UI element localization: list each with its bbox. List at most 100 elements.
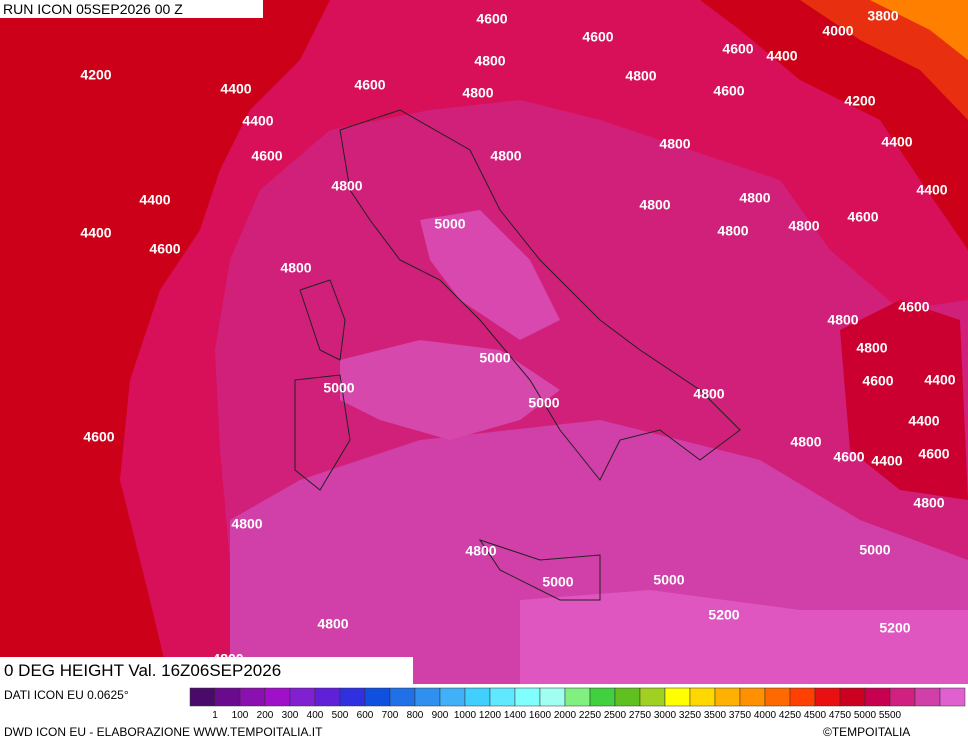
legend-label: 4000 bbox=[754, 710, 777, 721]
legend-swatch bbox=[189, 687, 216, 707]
contour-label: 4800 bbox=[280, 260, 311, 276]
contour-label: 4400 bbox=[916, 182, 947, 198]
islands-outline bbox=[294, 279, 351, 491]
title-box bbox=[0, 657, 413, 684]
contour-label: 4600 bbox=[476, 11, 507, 27]
contour-label: 4200 bbox=[80, 67, 111, 83]
contour-label: 4200 bbox=[844, 93, 875, 109]
legend-label: 700 bbox=[382, 710, 399, 721]
legend-label: 5000 bbox=[854, 710, 877, 721]
contour-label: 4400 bbox=[139, 192, 170, 208]
legend-swatch bbox=[614, 687, 641, 707]
contour-label: 4800 bbox=[856, 340, 887, 356]
contour-label: 4800 bbox=[739, 190, 770, 206]
legend-swatch bbox=[414, 687, 441, 707]
legend-swatch bbox=[939, 687, 966, 707]
legend-label: 500 bbox=[332, 710, 349, 721]
legend-label: 800 bbox=[407, 710, 424, 721]
contour-label: 4400 bbox=[766, 48, 797, 64]
contour-label: 4400 bbox=[908, 413, 939, 429]
italy-outline bbox=[339, 109, 741, 481]
contour-label: 4600 bbox=[354, 77, 385, 93]
legend-swatch bbox=[739, 687, 766, 707]
contour-label: 4800 bbox=[465, 543, 496, 559]
legend-label: 1000 bbox=[454, 710, 477, 721]
sicily-outline bbox=[478, 539, 601, 601]
contour-label: 4800 bbox=[490, 148, 521, 164]
legend-label: 100 bbox=[232, 710, 249, 721]
legend-swatch bbox=[289, 687, 316, 707]
contour-label: 4600 bbox=[898, 299, 929, 315]
legend-swatch bbox=[339, 687, 366, 707]
contour-label: 5000 bbox=[479, 350, 510, 366]
contour-label: 5000 bbox=[434, 216, 465, 232]
contour-label: 4800 bbox=[331, 178, 362, 194]
contour-label: 4800 bbox=[639, 197, 670, 213]
contour-label: 5200 bbox=[879, 620, 910, 636]
legend-swatch bbox=[664, 687, 691, 707]
legend-label: 200 bbox=[257, 710, 274, 721]
legend-label: 4750 bbox=[829, 710, 852, 721]
legend-swatch bbox=[889, 687, 916, 707]
contour-label: 4400 bbox=[220, 81, 251, 97]
run-box bbox=[0, 0, 263, 18]
legend-label: 1400 bbox=[504, 710, 527, 721]
map bbox=[0, 0, 968, 684]
contour-label: 4600 bbox=[251, 148, 282, 164]
contour-label: 4600 bbox=[149, 241, 180, 257]
contour-label: 4600 bbox=[862, 373, 893, 389]
legend-swatch bbox=[564, 687, 591, 707]
contour-label: 4800 bbox=[717, 223, 748, 239]
legend: 1 100 200 300 400 500 600 700 800 900 1000 1200 1400… bbox=[189, 687, 966, 721]
contour-label: 4800 bbox=[790, 434, 821, 450]
contour-label: 4400 bbox=[871, 453, 902, 469]
legend-swatch bbox=[864, 687, 891, 707]
field-5000-central bbox=[420, 210, 560, 340]
contour-label: 5000 bbox=[323, 380, 354, 396]
contour-label: 4800 bbox=[659, 136, 690, 152]
legend-label: 2250 bbox=[579, 710, 602, 721]
copyright: ©TEMPOITALIA bbox=[823, 725, 910, 739]
legend-label: 1200 bbox=[479, 710, 502, 721]
legend-swatch bbox=[814, 687, 841, 707]
legend-label: 1 bbox=[212, 710, 218, 721]
source: DATI ICON EU 0.0625° bbox=[4, 688, 129, 702]
legend-swatch bbox=[464, 687, 491, 707]
contour-label: 5000 bbox=[859, 542, 890, 558]
legend-swatch bbox=[689, 687, 716, 707]
field-balkan bbox=[840, 300, 968, 500]
legend-label: 400 bbox=[307, 710, 324, 721]
field-5000-tyrrhenian bbox=[340, 340, 560, 440]
run-label: RUN ICON 05SEP2026 00 Z bbox=[3, 1, 183, 17]
legend-label: 3250 bbox=[679, 710, 702, 721]
contour-label: 5000 bbox=[653, 572, 684, 588]
contour-label: 4600 bbox=[833, 449, 864, 465]
contour-label: 4800 bbox=[462, 85, 493, 101]
contour-label: 5000 bbox=[528, 395, 559, 411]
legend-swatch bbox=[789, 687, 816, 707]
contour-label: 5000 bbox=[542, 574, 573, 590]
contour-label: 4000 bbox=[822, 23, 853, 39]
legend-label: 2750 bbox=[629, 710, 652, 721]
contour-label: 4600 bbox=[722, 41, 753, 57]
legend-label: 600 bbox=[357, 710, 374, 721]
contour-label: 4800 bbox=[231, 516, 262, 532]
contour-label: 4800 bbox=[913, 495, 944, 511]
credit: DWD ICON EU - ELABORAZIONE WWW.TEMPOITAL… bbox=[4, 725, 323, 739]
legend-swatch bbox=[539, 687, 566, 707]
legend-swatch bbox=[264, 687, 291, 707]
field-4400 bbox=[0, 0, 330, 684]
contour-label: 4800 bbox=[317, 616, 348, 632]
contour-label: 4400 bbox=[80, 225, 111, 241]
field-4600 bbox=[0, 0, 968, 684]
legend-swatch bbox=[839, 687, 866, 707]
legend-label: 300 bbox=[282, 710, 299, 721]
contour-label: 4600 bbox=[713, 83, 744, 99]
legend-swatch bbox=[214, 687, 241, 707]
contour-label: 4600 bbox=[83, 429, 114, 445]
legend-swatch bbox=[514, 687, 541, 707]
contour-label: 3800 bbox=[867, 8, 898, 24]
legend-label: 4500 bbox=[804, 710, 827, 721]
contour-labels: 4600 3800 4000 4600 4600 4400 4800 4200 4800 4400… bbox=[80, 8, 955, 667]
